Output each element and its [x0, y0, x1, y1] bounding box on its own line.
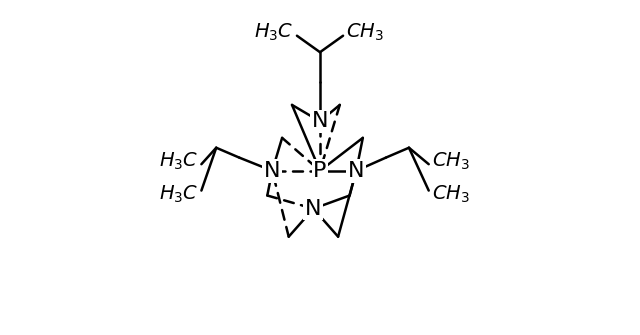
Text: $CH_3$: $CH_3$ — [346, 22, 384, 43]
Text: $CH_3$: $CH_3$ — [432, 183, 470, 204]
Text: $H_3C$: $H_3C$ — [159, 150, 198, 172]
Text: P: P — [314, 161, 326, 181]
Text: N: N — [312, 111, 328, 131]
Text: $H_3C$: $H_3C$ — [159, 183, 198, 204]
Text: N: N — [264, 161, 280, 181]
Text: $H_3C$: $H_3C$ — [254, 22, 294, 43]
Text: $CH_3$: $CH_3$ — [432, 150, 470, 172]
Text: N: N — [348, 161, 365, 181]
Text: N: N — [305, 199, 322, 219]
